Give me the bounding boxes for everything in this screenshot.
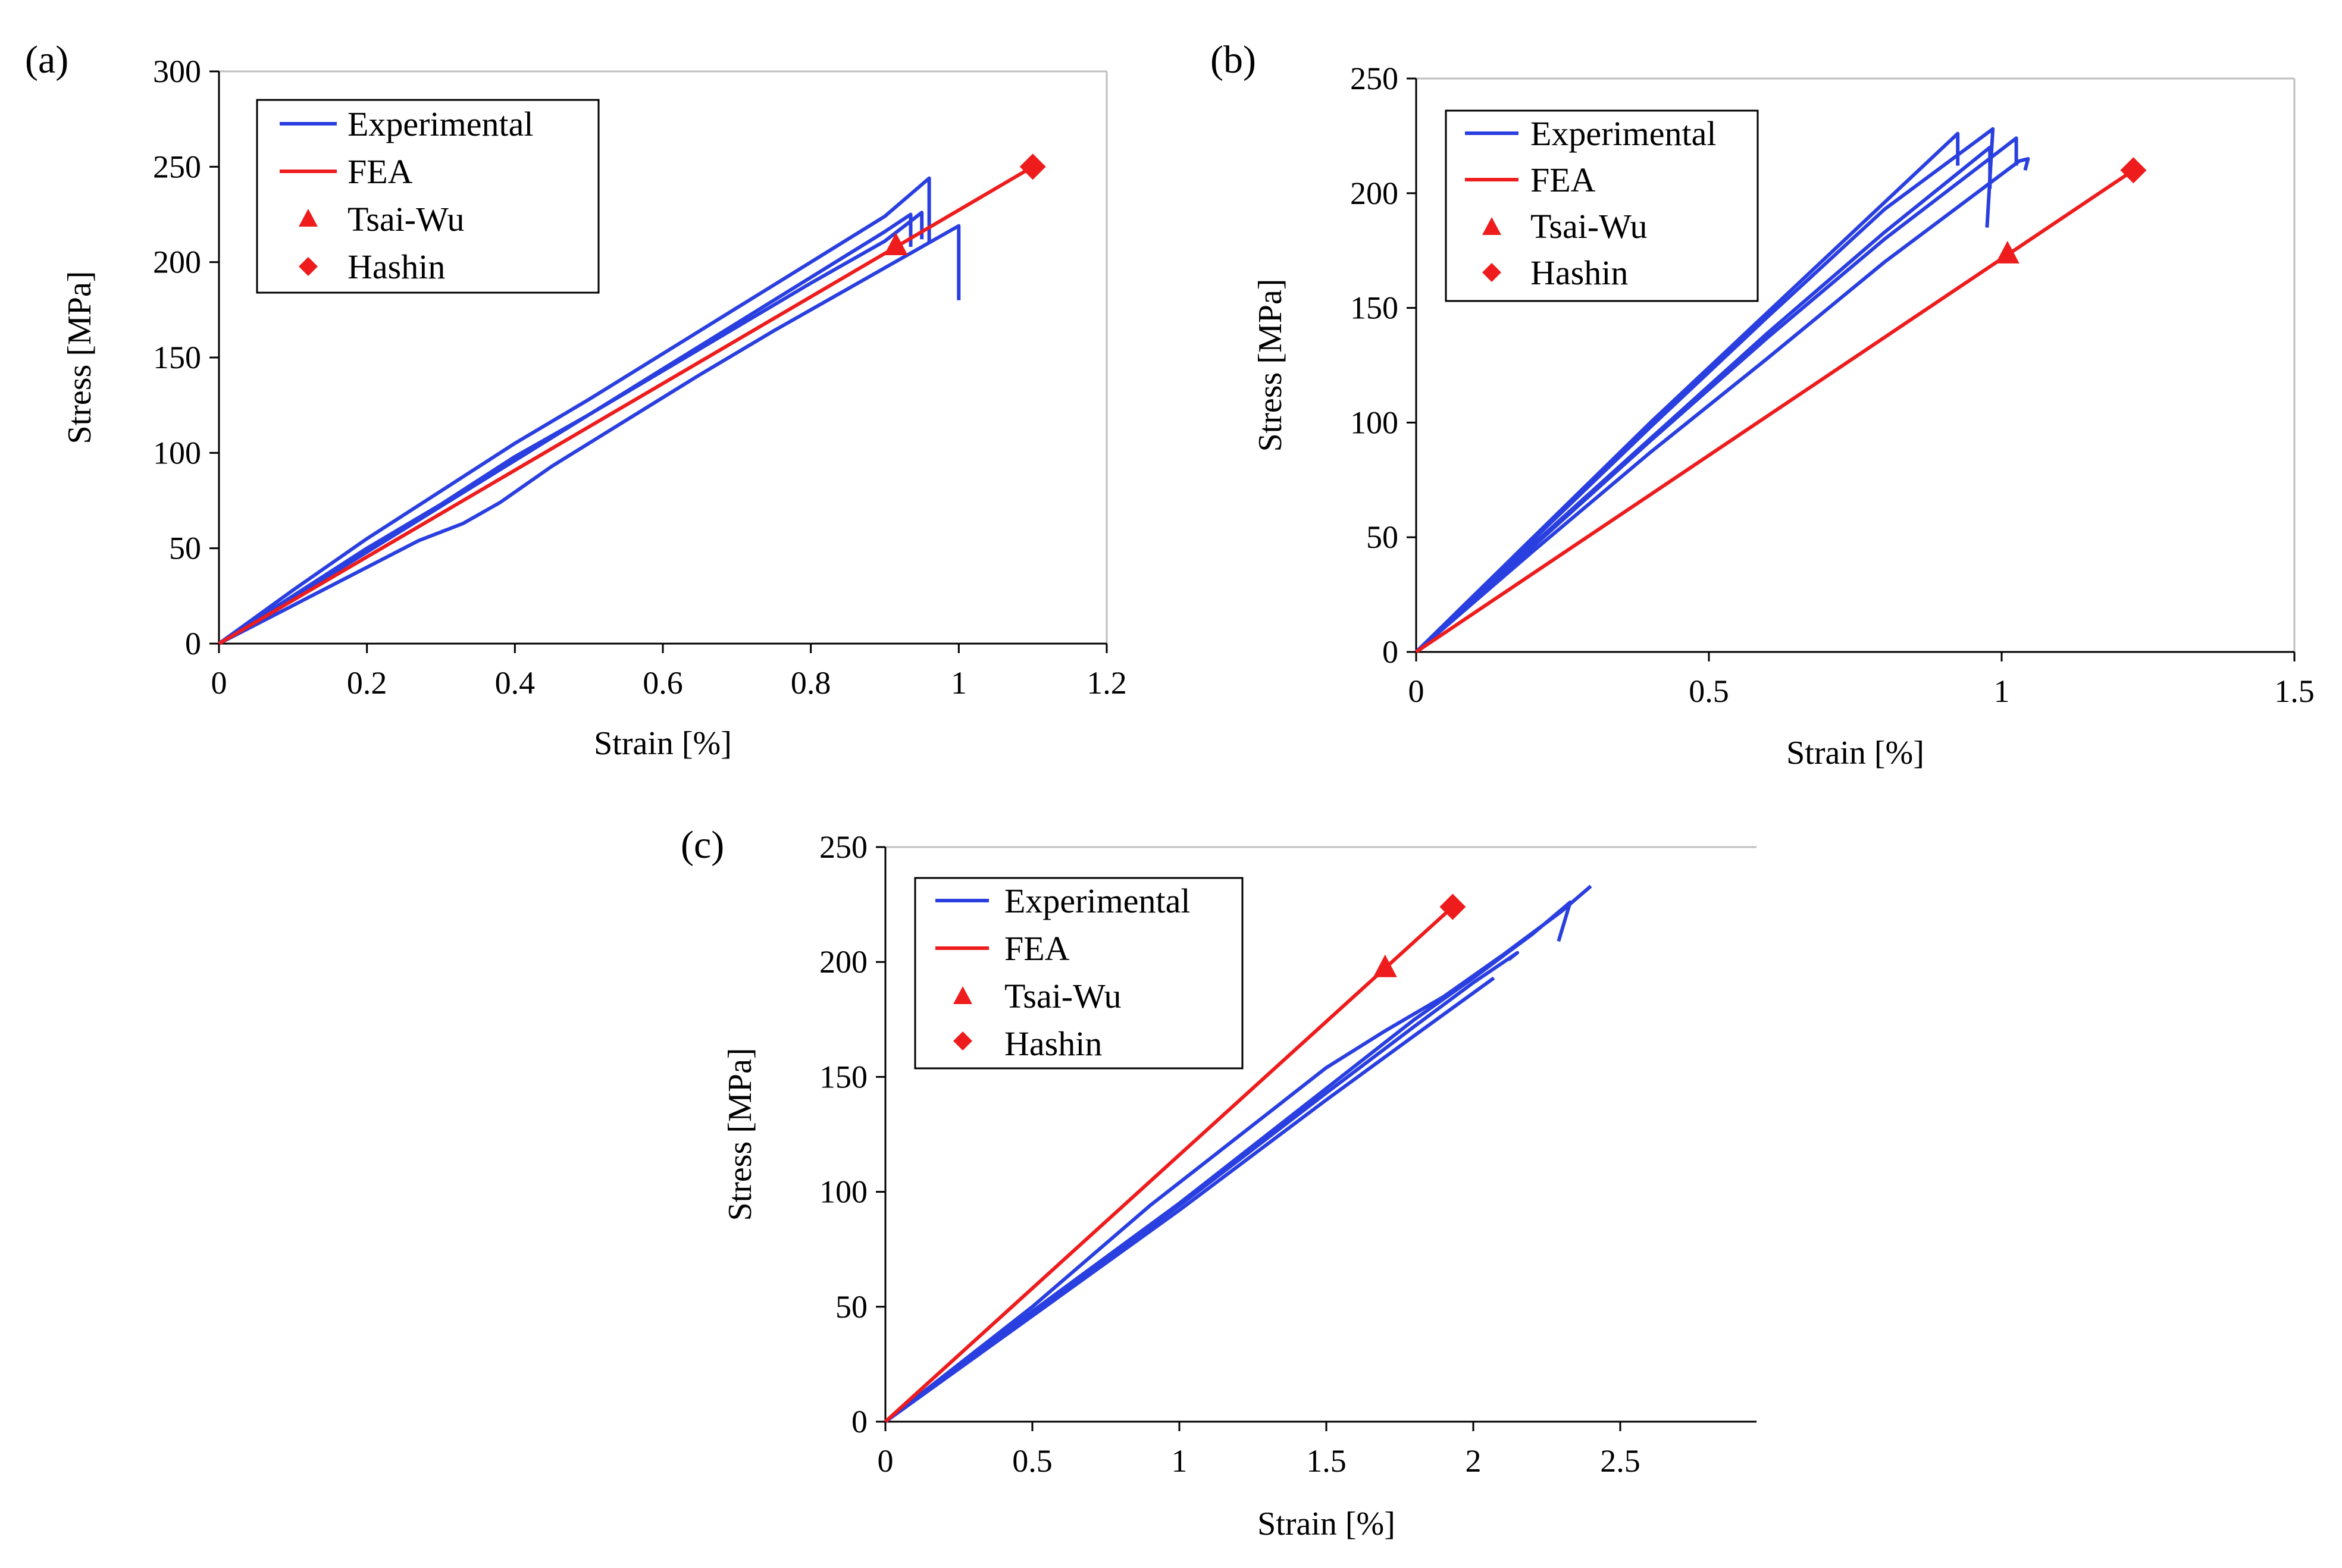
x-tick-label: 1.5 — [2274, 673, 2315, 709]
y-tick-label: 250 — [153, 149, 201, 184]
legend-experimental-label: Experimental — [1004, 882, 1190, 920]
y-axis-label: Stress [MPa] — [1252, 279, 1289, 452]
y-tick-label: 250 — [1350, 61, 1398, 96]
series-line-experimental — [218, 211, 924, 645]
y-tick-label: 50 — [169, 531, 201, 566]
x-tick-label: 0.6 — [643, 665, 683, 701]
y-tick-label: 0 — [185, 626, 201, 661]
y-tick-label: 0 — [851, 1404, 868, 1440]
y-tick-label: 50 — [835, 1289, 868, 1325]
series-line-experimental — [1414, 127, 1995, 654]
legend: Experimental FEA Tsai-Wu Hashin — [914, 877, 1244, 1070]
marker-tsai-wu — [1995, 240, 2019, 264]
legend-fea-label: FEA — [1530, 161, 1596, 199]
legend-fea-label: FEA — [347, 152, 413, 191]
series-line-experimental — [1414, 136, 2018, 654]
series-line-fea — [1415, 168, 2135, 654]
legend-hashin-label: Hashin — [1530, 253, 1628, 292]
panel-label: (c) — [681, 823, 724, 867]
legend-tsai-wu-label: Tsai-Wu — [1004, 977, 1122, 1015]
legend-tsai-wu-marker — [953, 986, 972, 1004]
y-tick-label: 300 — [153, 54, 201, 89]
marker-hashin — [2120, 157, 2147, 184]
y-tick-label: 100 — [153, 435, 201, 471]
series-line-experimental — [884, 951, 1520, 1423]
x-tick-label: 1.5 — [1306, 1443, 1347, 1479]
x-tick-label: 0.2 — [347, 665, 387, 701]
legend-hashin-label: Hashin — [1004, 1024, 1102, 1063]
x-axis-label: Strain [%] — [594, 725, 732, 762]
x-tick-label: 1 — [1994, 673, 2010, 709]
chart-a: (a) 0 50 100 150 200 250 300 0 0.2 0.4 0.6 0.8 1 1.2… — [25, 38, 1127, 762]
x-tick-label: 0 — [1408, 673, 1424, 709]
series-line-experimental — [884, 976, 1495, 1423]
x-tick-label: 1 — [1172, 1443, 1188, 1479]
x-tick-label: 0 — [211, 665, 227, 701]
series-line-experimental — [218, 224, 961, 645]
y-tick-label: 250 — [819, 829, 868, 865]
x-tick-label: 2 — [1466, 1443, 1482, 1479]
y-tick-label: 50 — [1366, 519, 1398, 555]
legend-box — [256, 99, 600, 294]
legend-hashin-marker — [953, 1031, 972, 1050]
y-tick-label: 0 — [1382, 634, 1398, 670]
x-tick-label: 1 — [951, 665, 967, 701]
series-line-fea — [884, 905, 1454, 1423]
x-tick-label: 1.2 — [1087, 665, 1127, 701]
legend-box — [914, 877, 1244, 1070]
y-tick-label: 150 — [819, 1059, 868, 1095]
x-axis-label: Strain [%] — [1257, 1506, 1395, 1542]
marker-tsai-wu — [884, 233, 908, 255]
y-axis-label: Stress [MPa] — [61, 271, 98, 444]
y-tick-label: 150 — [153, 340, 201, 375]
y-tick-label: 150 — [1350, 290, 1398, 326]
legend-hashin-marker — [299, 257, 318, 276]
x-tick-label: 0.4 — [495, 665, 536, 701]
series-line-experimental — [1415, 157, 2030, 654]
y-axis-label: Stress [MPa] — [722, 1048, 759, 1221]
y-tick-label: 100 — [1350, 404, 1398, 440]
legend: Experimental FEA Tsai-Wu Hashin — [1445, 109, 1759, 302]
y-tick-label: 200 — [819, 944, 868, 980]
legend-tsai-wu-marker — [1482, 217, 1501, 235]
x-tick-label: 0.8 — [791, 665, 831, 701]
legend-tsai-wu-marker — [299, 209, 318, 227]
x-tick-label: 0 — [878, 1443, 894, 1479]
x-axis-label: Strain [%] — [1786, 735, 1924, 772]
marker-tsai-wu — [1373, 954, 1397, 977]
legend-hashin-marker — [1482, 263, 1501, 282]
series-line-experimental — [884, 900, 1572, 1423]
legend-experimental-label: Experimental — [347, 105, 533, 143]
y-tick-label: 200 — [153, 244, 201, 280]
marker-hashin — [1019, 153, 1046, 180]
legend-tsai-wu-label: Tsai-Wu — [1530, 207, 1648, 246]
y-tick-label: 200 — [1350, 175, 1398, 211]
y-tick-label: 100 — [819, 1174, 868, 1210]
marker-hashin — [1439, 893, 1466, 920]
x-tick-label: 0.5 — [1012, 1443, 1053, 1479]
legend-tsai-wu-label: Tsai-Wu — [347, 200, 465, 239]
x-tick-label: 0.5 — [1689, 673, 1729, 709]
legend-hashin-label: Hashin — [347, 247, 445, 286]
series-line-experimental — [218, 176, 931, 645]
panel-label: (a) — [25, 38, 68, 81]
legend-fea-label: FEA — [1004, 929, 1070, 968]
x-tick-label: 2.5 — [1600, 1443, 1640, 1479]
legend-experimental-label: Experimental — [1530, 114, 1716, 153]
panel-label: (b) — [1210, 38, 1256, 81]
legend: Experimental FEA Tsai-Wu Hashin — [256, 99, 600, 294]
